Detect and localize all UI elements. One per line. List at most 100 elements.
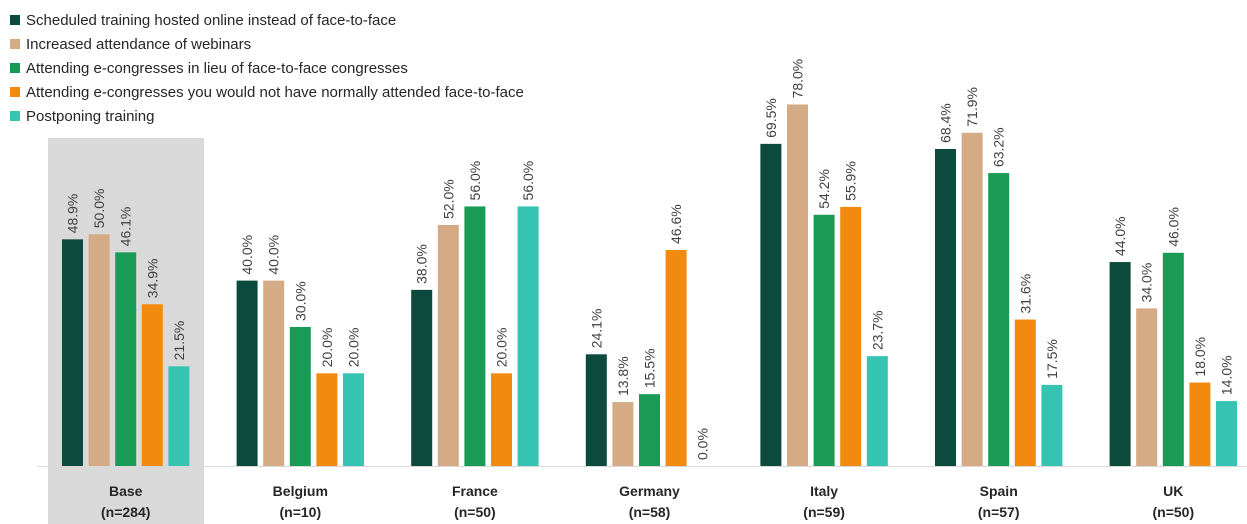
data-label: 24.1% [588, 309, 604, 349]
bar [115, 252, 137, 466]
data-label: 63.2% [991, 127, 1007, 167]
category-label: France [452, 483, 498, 499]
bar [517, 206, 539, 466]
category-sublabel: (n=50) [454, 504, 496, 520]
legend-item: Postponing training [10, 104, 524, 128]
bar [760, 143, 782, 466]
bar [961, 132, 983, 466]
data-label: 14.0% [1219, 355, 1235, 395]
data-label: 34.9% [144, 259, 160, 299]
category-label: Belgium [273, 483, 328, 499]
data-label: 40.0% [239, 235, 255, 275]
data-label: 0.0% [695, 428, 711, 460]
data-label: 44.0% [1112, 216, 1128, 256]
category-label: Spain [980, 483, 1018, 499]
bar [1041, 384, 1063, 466]
legend-label: Attending e-congresses you would not hav… [26, 83, 524, 101]
data-label: 30.0% [292, 281, 308, 321]
bar [411, 289, 433, 466]
legend-label: Scheduled training hosted online instead… [26, 11, 397, 29]
data-label: 50.0% [91, 189, 107, 229]
bar [316, 373, 338, 466]
category-label: Italy [810, 483, 838, 499]
data-label: 20.0% [494, 328, 510, 368]
bar [62, 239, 83, 466]
data-label: 40.0% [266, 235, 282, 275]
legend-item: Increased attendance of webinars [10, 32, 524, 56]
data-label: 71.9% [964, 87, 980, 127]
bar [88, 234, 110, 466]
data-label: 46.1% [118, 207, 134, 247]
data-label: 78.0% [790, 59, 806, 99]
bar [491, 373, 512, 466]
category-label: Germany [619, 483, 680, 499]
legend-swatch [10, 87, 20, 97]
chart-legend: Scheduled training hosted online instead… [10, 8, 524, 128]
category-sublabel: (n=57) [978, 504, 1020, 520]
bar [437, 224, 459, 466]
bar [665, 250, 687, 466]
bar [141, 304, 163, 466]
bar [343, 373, 364, 466]
bar [1216, 401, 1237, 466]
data-label: 34.0% [1139, 263, 1155, 303]
data-label: 54.2% [816, 169, 832, 209]
category-sublabel: (n=59) [803, 504, 845, 520]
bar [585, 354, 607, 466]
legend-label: Increased attendance of webinars [26, 35, 252, 53]
bar [289, 326, 311, 466]
data-label: 48.9% [65, 194, 81, 234]
data-label: 56.0% [467, 161, 483, 201]
bar [787, 104, 808, 466]
bar [935, 148, 956, 466]
data-label: 55.9% [843, 161, 859, 201]
data-label: 69.5% [763, 98, 779, 138]
data-label: 20.0% [319, 328, 335, 368]
bar [1189, 382, 1211, 466]
legend-swatch [10, 39, 20, 49]
category-label: UK [1163, 483, 1183, 499]
data-label: 56.0% [520, 161, 536, 201]
data-label: 21.5% [171, 321, 187, 361]
data-label: 46.6% [668, 204, 684, 244]
data-label: 68.4% [938, 103, 954, 143]
legend-item: Scheduled training hosted online instead… [10, 8, 524, 32]
bar [639, 394, 660, 466]
legend-label: Postponing training [26, 107, 155, 125]
data-label: 17.5% [1044, 339, 1060, 379]
data-label: 46.0% [1165, 207, 1181, 247]
bar [464, 206, 486, 466]
bar [866, 356, 888, 466]
data-label: 20.0% [346, 328, 362, 368]
bar [840, 206, 862, 466]
bar [236, 280, 258, 466]
bar [988, 173, 1010, 466]
category-sublabel: (n=50) [1152, 504, 1194, 520]
legend-item: Attending e-congresses you would not hav… [10, 80, 524, 104]
data-label: 13.8% [615, 356, 631, 396]
category-sublabel: (n=58) [629, 504, 671, 520]
category-sublabel: (n=284) [101, 504, 150, 520]
data-label: 52.0% [440, 179, 456, 219]
legend-swatch [10, 63, 20, 73]
bar [1109, 262, 1131, 466]
legend-item: Attending e-congresses in lieu of face-t… [10, 56, 524, 80]
bar [813, 214, 835, 466]
legend-label: Attending e-congresses in lieu of face-t… [26, 59, 408, 77]
bar [168, 366, 190, 466]
bar [1162, 252, 1184, 466]
data-label: 15.5% [642, 348, 658, 388]
category-label: Base [109, 483, 143, 499]
bar [1136, 308, 1158, 466]
bar [263, 280, 285, 466]
data-label: 23.7% [869, 310, 885, 350]
bar [1014, 319, 1036, 466]
legend-swatch [10, 111, 20, 121]
legend-swatch [10, 15, 20, 25]
data-label: 31.6% [1017, 274, 1033, 314]
bar [612, 402, 634, 466]
data-label: 38.0% [414, 244, 430, 284]
category-sublabel: (n=10) [279, 504, 321, 520]
data-label: 18.0% [1192, 337, 1208, 377]
